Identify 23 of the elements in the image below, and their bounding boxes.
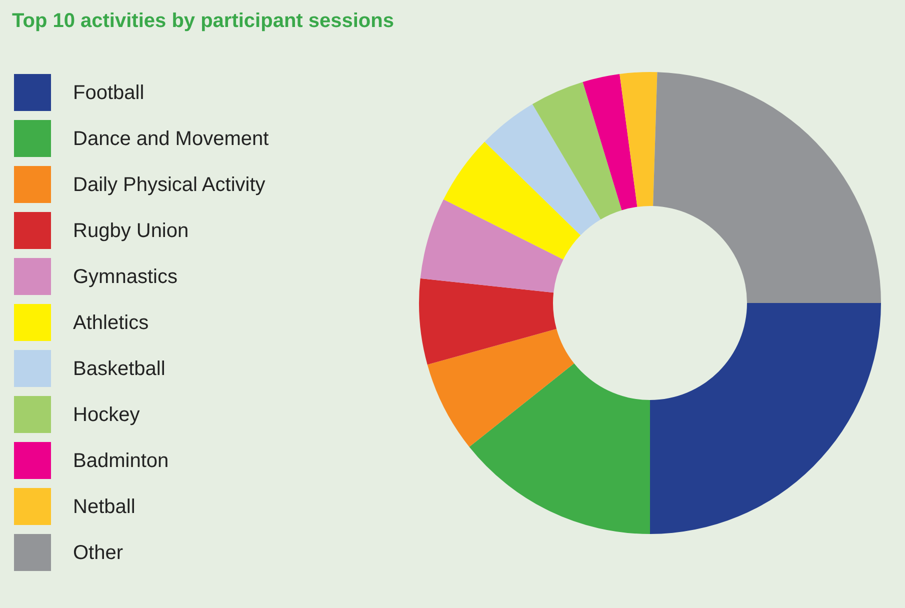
legend-label: Gymnastics bbox=[73, 266, 178, 288]
donut-slice bbox=[419, 278, 557, 365]
donut-slice bbox=[620, 72, 658, 207]
legend-label: Netball bbox=[73, 496, 136, 518]
legend-label: Daily Physical Activity bbox=[73, 174, 266, 196]
donut-slice bbox=[444, 142, 581, 260]
donut-slice bbox=[653, 72, 881, 303]
donut-slice bbox=[532, 82, 622, 220]
chart-title: Top 10 activities by participant sessions bbox=[12, 10, 394, 32]
donut-slice bbox=[469, 363, 650, 534]
legend-label: Badminton bbox=[73, 450, 169, 472]
legend-label: Hockey bbox=[73, 404, 140, 426]
donut-slice bbox=[582, 74, 638, 210]
donut-slice bbox=[484, 104, 601, 236]
legend-label: Basketball bbox=[73, 358, 166, 380]
legend-label: Athletics bbox=[73, 312, 149, 334]
donut-slice bbox=[420, 199, 564, 293]
legend-label: Rugby Union bbox=[73, 220, 189, 242]
donut-slice bbox=[427, 328, 574, 447]
legend-label: Other bbox=[73, 542, 124, 564]
donut-slice bbox=[650, 303, 881, 534]
legend-label: Dance and Movement bbox=[73, 128, 270, 150]
legend-label: Football bbox=[73, 82, 144, 104]
